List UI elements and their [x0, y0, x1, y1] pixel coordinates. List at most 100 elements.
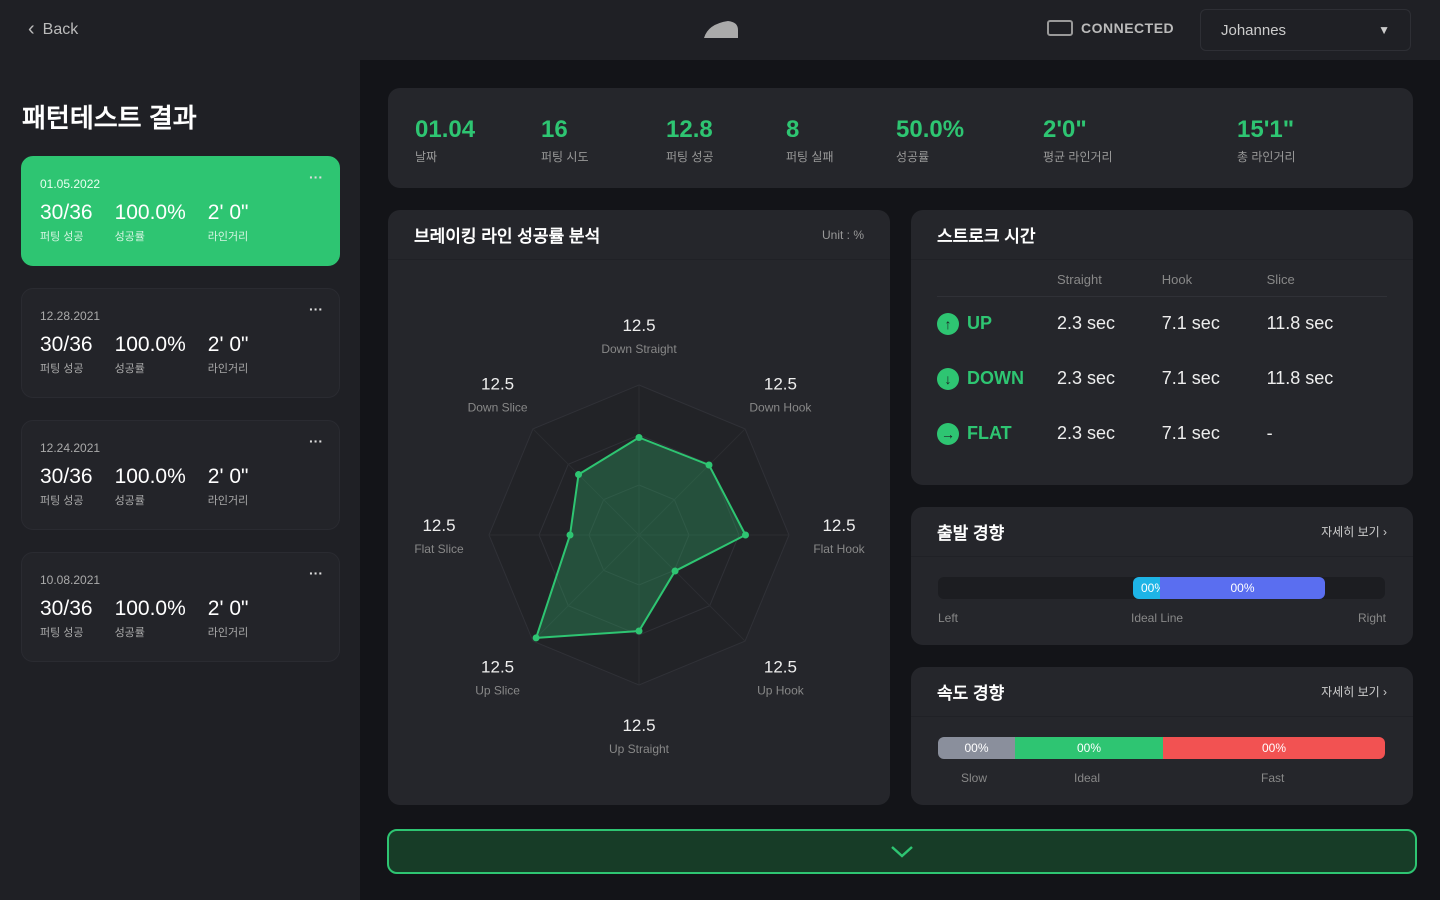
- arrow-down-icon: ↓: [937, 367, 959, 390]
- direction-seg-right: 00%: [1160, 577, 1325, 599]
- axis-label: Up Hook: [757, 683, 805, 697]
- rate-value: 100.0%: [114, 333, 186, 356]
- record-date: 12.28.2021: [40, 309, 101, 323]
- radar-spoke: [532, 534, 640, 642]
- radar-point: [575, 471, 583, 479]
- speed-bar: 00% 00% 00%: [938, 737, 1385, 759]
- summary-stat: 8 퍼팅 실패: [786, 116, 834, 164]
- radar-chart: 12.5 Down Straight 12.5 Down Hook 12.5 Flat H…: [414, 316, 865, 756]
- record-card[interactable]: 10.08.2021 ··· 30/36 퍼팅 성공 100.0% 성공률 2' 0…: [21, 552, 340, 662]
- axis-value-label: 12.5: [764, 657, 797, 676]
- record-date: 01.05.2022: [40, 177, 101, 191]
- stroke-row: → FLAT 2.3 sec 7.1 sec -: [937, 406, 1387, 461]
- sidebar-title: 패턴테스트 결과: [22, 103, 197, 133]
- speed-seg-slow: 00%: [938, 737, 1015, 759]
- radar-panel: 브레이킹 라인 성공률 분석 Unit : % 12.5 Down Straight…: [388, 210, 890, 805]
- radar-point: [532, 634, 540, 642]
- stroke-time: 7.1 sec: [1161, 313, 1220, 334]
- more-icon[interactable]: ···: [309, 301, 323, 317]
- speed-panel: 속도 경향 자세히 보기 › 00% 00% 00% Slow Ideal Fas…: [911, 667, 1413, 805]
- stroke-time-panel: 스트로크 시간 Straight Hook Slice ↑ UP 2.3 sec 7.1 …: [911, 210, 1413, 485]
- chevron-left-icon: ‹: [28, 18, 35, 40]
- axis-label: Up Slice: [475, 683, 520, 697]
- caret-down-icon: ▼: [1378, 23, 1390, 37]
- stroke-time: 2.3 sec: [1057, 313, 1116, 334]
- radar-point: [566, 531, 574, 539]
- axis-label: Up Straight: [609, 742, 670, 756]
- distance-value: 2' 0": [207, 465, 249, 488]
- logo: [704, 21, 738, 38]
- direction-bar: 00% 00%: [938, 577, 1385, 599]
- more-icon[interactable]: ···: [309, 433, 323, 449]
- summary-stat: 12.8 퍼팅 성공: [666, 116, 714, 164]
- user-select[interactable]: Johannes ▼: [1200, 9, 1411, 51]
- fast-label: Fast: [1261, 771, 1285, 785]
- unit-label: Unit : %: [821, 227, 864, 242]
- more-icon[interactable]: ···: [309, 565, 323, 581]
- summary-stat: 50.0% 성공률: [896, 116, 965, 164]
- radar-point: [742, 531, 749, 539]
- direction-panel: 출발 경향 자세히 보기 › 00% 00% Left Ideal Line Ri…: [911, 507, 1413, 645]
- stroke-row: ↓ DOWN 2.3 sec 7.1 sec 11.8 sec: [937, 351, 1387, 406]
- made-value: 30/36: [40, 597, 93, 620]
- radar-point: [705, 461, 713, 469]
- connection-status: CONNECTED: [1047, 20, 1174, 36]
- radar-title: 브레이킹 라인 성공률 분석: [414, 227, 601, 246]
- speed-seg-ideal: 00%: [1015, 737, 1163, 759]
- stroke-time: 2.3 sec: [1057, 368, 1116, 388]
- summary-stat: 15'1" 총 라인거리: [1237, 116, 1296, 164]
- radar-point: [671, 567, 679, 575]
- axis-value-label: 12.5: [622, 316, 655, 335]
- speed-title: 속도 경향: [937, 684, 1005, 703]
- axis-value-label: 12.5: [422, 516, 455, 535]
- stroke-table: Straight Hook Slice ↑ UP 2.3 sec 7.1 sec 11.8 …: [937, 272, 1387, 461]
- stroke-time: 2.3 sec: [1057, 423, 1116, 443]
- radar-spoke: [638, 428, 746, 536]
- arrow-right-icon: →: [937, 422, 959, 445]
- distance-value: 2' 0": [207, 597, 249, 620]
- record-card[interactable]: 01.05.2022 ··· 30/36 퍼팅 성공 100.0% 성공률 2' 0…: [21, 156, 340, 266]
- speed-more-link[interactable]: 자세히 보기 ›: [1321, 685, 1387, 699]
- camera-icon: [1047, 20, 1073, 36]
- stroke-time: 11.8 sec: [1266, 313, 1334, 334]
- stroke-time: -: [1266, 423, 1273, 443]
- made-value: 30/36: [40, 333, 93, 356]
- stroke-time: 11.8 sec: [1266, 368, 1334, 388]
- expand-button[interactable]: [387, 829, 1417, 874]
- top-bar: ‹ Back CONNECTED Johannes ▼: [0, 0, 1440, 60]
- record-date: 10.08.2021: [40, 573, 101, 587]
- radar-spoke: [638, 534, 746, 642]
- speed-seg-fast: 00%: [1163, 737, 1385, 759]
- arrow-up-icon: ↑: [937, 312, 959, 335]
- rate-value: 100.0%: [114, 201, 186, 224]
- made-value: 30/36: [40, 201, 93, 224]
- axis-label: Flat Hook: [813, 542, 865, 556]
- stroke-time: 7.1 sec: [1161, 423, 1220, 443]
- more-icon[interactable]: ···: [309, 169, 323, 185]
- slow-label: Slow: [961, 771, 988, 785]
- axis-value-label: 12.5: [481, 657, 514, 676]
- direction-title: 출발 경향: [937, 524, 1005, 543]
- record-date: 12.24.2021: [40, 441, 101, 455]
- axis-value-label: 12.5: [481, 375, 514, 394]
- stroke-title: 스트로크 시간: [937, 227, 1036, 246]
- made-value: 30/36: [40, 465, 93, 488]
- ideal-line-label: Ideal Line: [1131, 611, 1184, 625]
- axis-value-label: 12.5: [622, 716, 655, 735]
- direction-more-link[interactable]: 자세히 보기 ›: [1321, 525, 1387, 539]
- summary-panel: 01.04 날짜 16 퍼팅 시도 12.8 퍼팅 성공 8 퍼팅 실패 50.0% 성공률 2'0…: [388, 88, 1413, 188]
- rate-value: 100.0%: [114, 465, 186, 488]
- chevron-down-icon: [891, 845, 913, 858]
- back-button[interactable]: ‹ Back: [28, 18, 79, 40]
- record-card[interactable]: 12.28.2021 ··· 30/36 퍼팅 성공 100.0% 성공률 2' 0…: [21, 288, 340, 398]
- axis-label: Flat Slice: [414, 542, 464, 556]
- radar-point: [635, 627, 643, 635]
- record-card[interactable]: 12.24.2021 ··· 30/36 퍼팅 성공 100.0% 성공률 2' 0…: [21, 420, 340, 530]
- axis-label: Down Straight: [601, 342, 677, 356]
- axis-value-label: 12.5: [822, 516, 855, 535]
- axis-label: Down Slice: [468, 401, 528, 415]
- axis-label: Down Hook: [749, 401, 812, 415]
- stroke-row: ↑ UP 2.3 sec 7.1 sec 11.8 sec: [937, 296, 1387, 351]
- summary-stat: 01.04 날짜: [415, 116, 476, 164]
- distance-value: 2' 0": [207, 333, 249, 356]
